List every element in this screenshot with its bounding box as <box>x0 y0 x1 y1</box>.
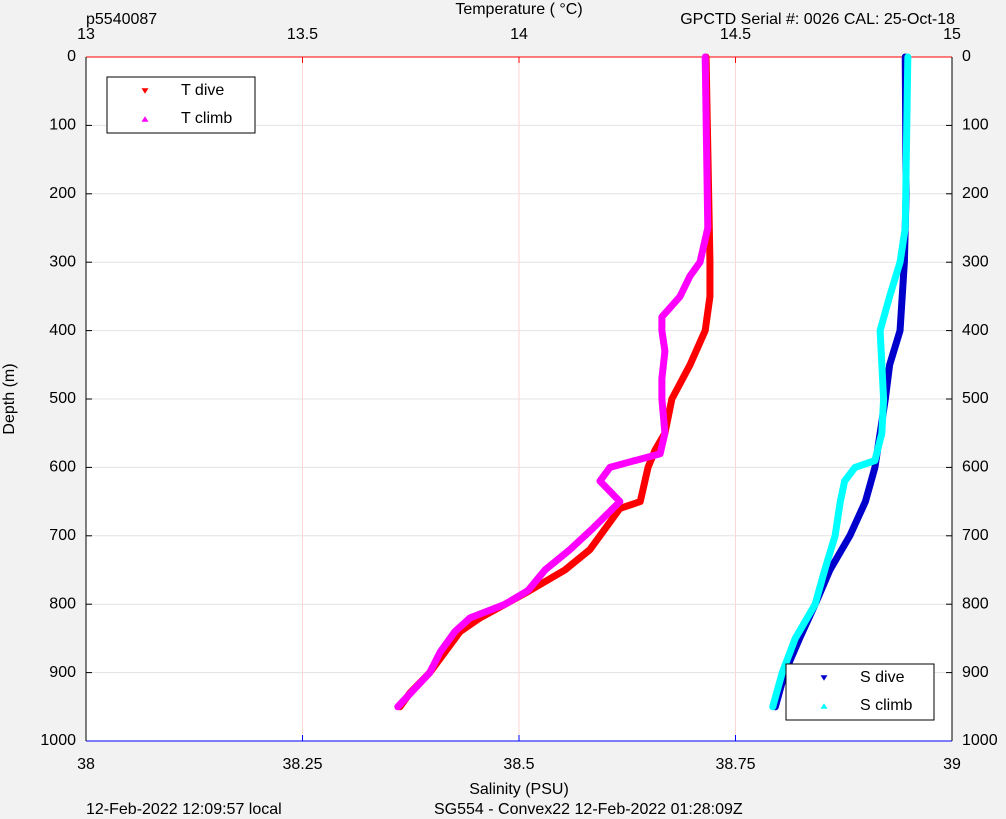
y-tick-label: 800 <box>49 595 76 612</box>
legend-marker <box>141 88 149 94</box>
x-tick-label: 39 <box>943 756 961 773</box>
x-axis-label: Salinity (PSU) <box>469 781 569 798</box>
x-tick-label: 13.5 <box>287 26 318 43</box>
y2-tick-label: 600 <box>962 459 989 476</box>
header-left: p5540087 <box>86 11 157 28</box>
footer-left: 12-Feb-2022 12:09:57 local <box>86 801 282 818</box>
x-tick-label: 38 <box>77 756 95 773</box>
x-tick-label: 38.75 <box>715 756 755 773</box>
x-axis-label: Temperature ( °C) <box>455 1 582 18</box>
y2-tick-label: 500 <box>962 390 989 407</box>
x-tick-label: 14.5 <box>720 26 751 43</box>
profile-line <box>394 53 712 711</box>
legend-marker <box>141 116 149 122</box>
x-tick-label: 13 <box>77 26 95 43</box>
y-axis-label: Depth (m) <box>1 363 18 434</box>
y2-tick-label: 0 <box>962 48 971 65</box>
y2-tick-label: 900 <box>962 664 989 681</box>
header-right: GPCTD Serial #: 0026 CAL: 25-Oct-18 <box>680 11 955 28</box>
x-tick-label: 14 <box>510 26 528 43</box>
x-tick-label: 38.5 <box>503 756 534 773</box>
y-tick-label: 600 <box>49 459 76 476</box>
legend-box <box>785 663 935 721</box>
y2-tick-label: 1000 <box>962 732 998 749</box>
y-tick-label: 300 <box>49 253 76 270</box>
y-tick-label: 200 <box>49 185 76 202</box>
x-tick-label: 15 <box>943 26 961 43</box>
y2-tick-label: 700 <box>962 527 989 544</box>
y2-tick-label: 200 <box>962 185 989 202</box>
y-tick-label: 0 <box>67 48 76 65</box>
y-tick-label: 400 <box>49 322 76 339</box>
footer-right: SG554 - Convex22 12-Feb-2022 01:28:09Z <box>434 801 743 818</box>
y-tick-label: 900 <box>49 664 76 681</box>
y-tick-label: 1000 <box>40 732 76 749</box>
legend-marker <box>820 675 828 681</box>
x-tick-label: 38.25 <box>282 756 322 773</box>
legend-label: T dive <box>181 82 224 99</box>
y-tick-label: 100 <box>49 117 76 134</box>
legend-label: S dive <box>860 669 905 686</box>
y2-tick-label: 300 <box>962 253 989 270</box>
y2-tick-label: 800 <box>962 595 989 612</box>
legend-marker <box>820 703 828 709</box>
legend-label: T climb <box>181 110 232 127</box>
y2-tick-label: 100 <box>962 117 989 134</box>
profile-line <box>396 53 714 711</box>
y2-tick-label: 400 <box>962 322 989 339</box>
y-tick-label: 700 <box>49 527 76 544</box>
legend-box <box>106 76 256 134</box>
profile-line <box>769 53 912 711</box>
legend-label: S climb <box>860 697 913 714</box>
y-tick-label: 500 <box>49 390 76 407</box>
